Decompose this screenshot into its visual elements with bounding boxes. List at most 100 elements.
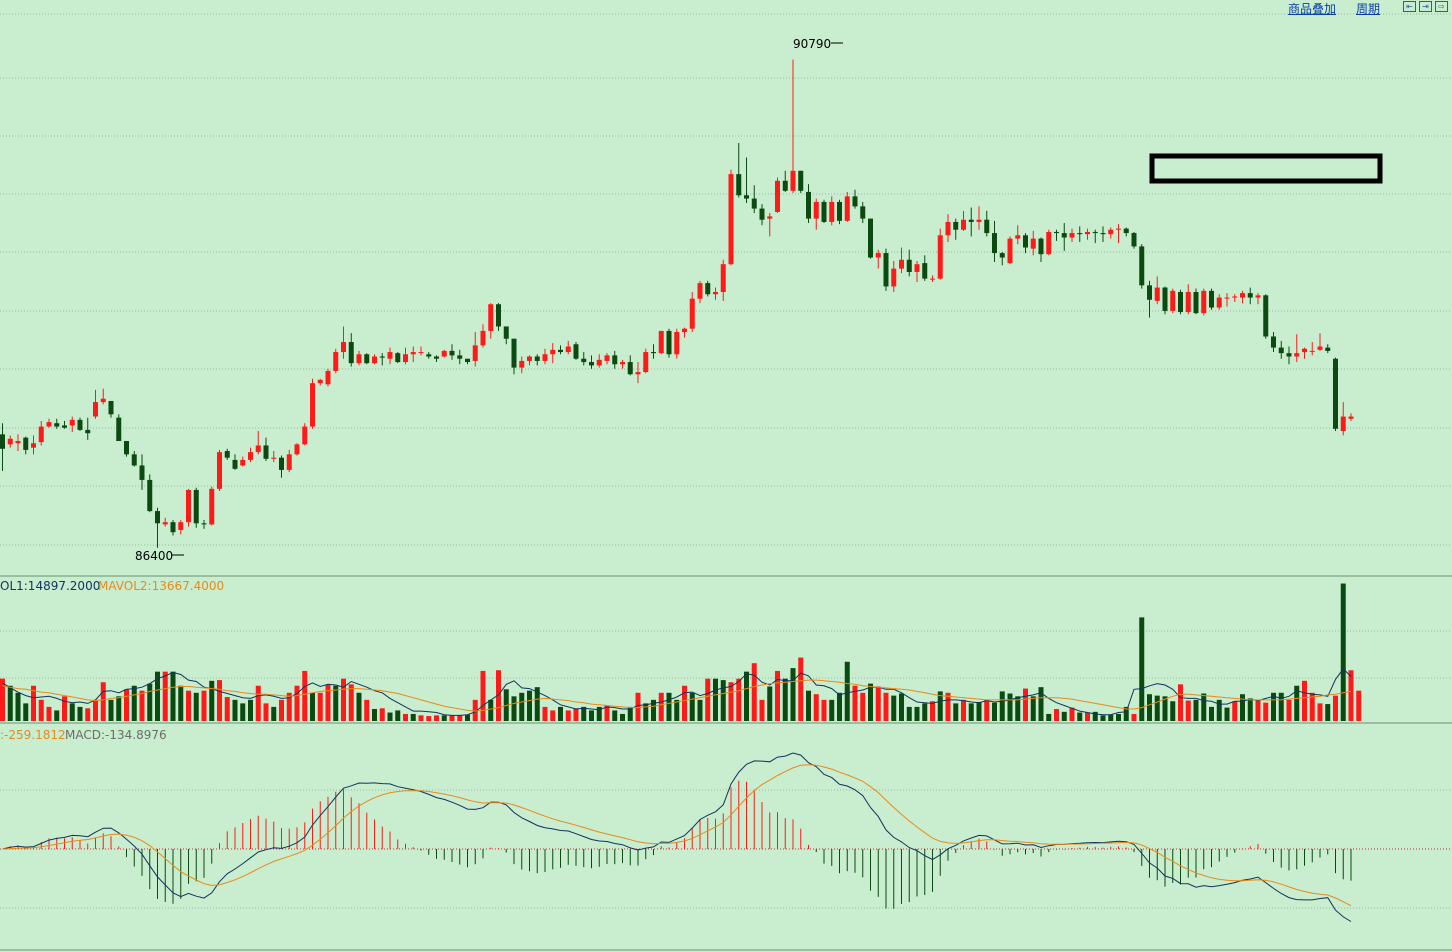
volume-bar <box>558 706 563 721</box>
candle-body <box>1340 416 1346 431</box>
vol-label: OL1:14897.2000 <box>0 579 100 593</box>
volume-bar <box>240 703 246 721</box>
candle-body <box>914 264 920 272</box>
candle-body <box>0 434 5 449</box>
volume-bar <box>209 680 215 721</box>
volume-bar <box>69 703 75 721</box>
volume-bar <box>1162 696 1168 721</box>
volume-bar <box>449 715 455 721</box>
volume-bar <box>472 699 478 721</box>
candle-body <box>124 441 129 455</box>
overlay-link[interactable]: 商品叠加 <box>1288 2 1337 16</box>
candle-body <box>1131 233 1137 247</box>
candle-body <box>1317 346 1323 350</box>
volume-bar <box>829 699 835 721</box>
mavol2-line <box>2 679 1352 712</box>
candle-body <box>217 452 222 489</box>
volume-bar <box>1325 704 1331 721</box>
volume-bar <box>1007 693 1013 721</box>
candle-body <box>348 342 354 364</box>
candle-body <box>46 422 52 427</box>
nav-end-icon[interactable]: ⇨ <box>1435 1 1448 12</box>
candle-body <box>806 191 811 219</box>
candle-body <box>271 457 277 459</box>
volume-bar <box>922 703 928 721</box>
macd-label: MACD:-134.8976 <box>65 728 167 742</box>
volume-bar <box>891 695 897 721</box>
volume-bar <box>286 692 292 721</box>
volume-bar <box>356 692 362 721</box>
period-link[interactable]: 周期 <box>1356 2 1381 16</box>
candle-body <box>1209 290 1214 308</box>
volume-bar <box>534 687 540 721</box>
candle-body <box>1054 231 1059 234</box>
candle-body <box>1185 292 1191 313</box>
candle-body <box>837 201 842 221</box>
volume-bar <box>565 710 571 721</box>
candle-body <box>317 379 323 384</box>
candle-body <box>620 362 625 365</box>
macd-series <box>2 752 1352 922</box>
mavol1-line <box>2 668 1352 716</box>
candle-body <box>1139 246 1145 286</box>
candle-body <box>418 352 424 354</box>
candle-body <box>488 304 494 331</box>
volume-bar <box>1147 694 1152 721</box>
candle-body <box>1302 348 1307 353</box>
candle-body <box>1263 295 1269 337</box>
volume-bar <box>255 685 261 721</box>
volume-bar <box>426 716 432 721</box>
volume-bar <box>1139 617 1145 721</box>
volume-bar <box>108 699 114 721</box>
volume-bar <box>325 684 331 721</box>
nav-next-icon[interactable]: ⇥ <box>1419 1 1432 12</box>
volume-bar <box>217 680 222 721</box>
volume-bar <box>581 706 587 721</box>
volume-bar <box>178 685 184 721</box>
candle-body <box>1255 295 1261 298</box>
volume-bar <box>1108 714 1114 721</box>
candle-body <box>62 425 67 428</box>
candle-body <box>294 444 300 455</box>
candle-body <box>519 360 525 368</box>
volume-bar <box>1224 707 1230 721</box>
candle-body <box>627 362 633 375</box>
volume-bar <box>728 682 734 721</box>
volume-bar <box>1116 713 1121 721</box>
volume-bar <box>124 689 129 721</box>
candle-body <box>821 201 827 222</box>
candle-body <box>178 522 184 530</box>
candle-body <box>15 441 21 444</box>
volume-bar <box>1023 688 1028 721</box>
candle-body <box>589 362 594 366</box>
candle-body <box>1077 233 1083 235</box>
candle-body <box>1178 292 1183 313</box>
volume-bar <box>162 671 168 721</box>
volume-bar <box>767 686 773 721</box>
volume-bar <box>1309 692 1315 721</box>
volume-bar <box>480 670 486 721</box>
volume-bar <box>697 699 703 721</box>
candle-body <box>54 423 60 427</box>
candle-body <box>1061 233 1067 238</box>
volume-bar <box>139 690 145 721</box>
volume-bar <box>519 692 525 721</box>
candle-body <box>209 488 215 525</box>
candle-body <box>534 356 540 361</box>
candle-body <box>992 233 997 254</box>
volume-bar <box>1077 712 1083 721</box>
volume-bar <box>945 692 951 721</box>
candle-body <box>457 355 463 359</box>
volume-bar <box>759 699 765 721</box>
candle-body <box>1193 292 1199 314</box>
candle-body <box>356 354 362 364</box>
candle-body <box>69 419 75 426</box>
volume-bar <box>93 699 98 721</box>
volume-bar <box>170 671 176 721</box>
volume-bar <box>193 692 199 721</box>
nav-prev-icon[interactable]: ⇤ <box>1403 1 1416 12</box>
candle-body <box>713 292 718 295</box>
candle-body <box>224 451 230 458</box>
candle-body <box>248 452 253 460</box>
volume-bar <box>1240 694 1245 721</box>
